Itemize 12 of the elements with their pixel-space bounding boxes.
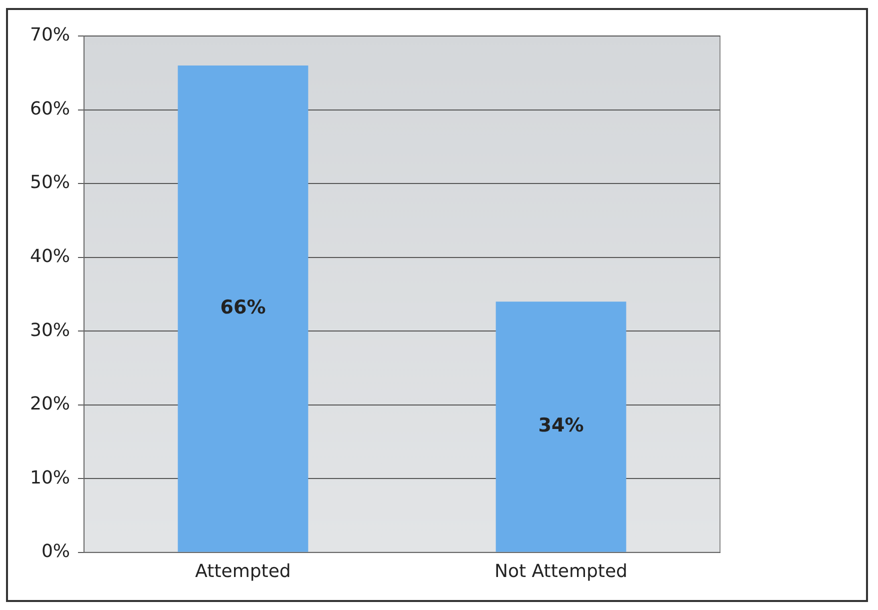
y-tick-label: 60% — [30, 98, 70, 120]
data-label: 66% — [220, 296, 266, 319]
x-tick-label: Attempted — [195, 560, 291, 582]
y-tick-label: 10% — [30, 467, 70, 488]
y-tick-label: 20% — [30, 394, 70, 415]
data-label: 34% — [538, 414, 584, 437]
y-tick-label: 50% — [30, 172, 70, 194]
y-tick-label: 70% — [30, 24, 70, 46]
y-tick-label: 40% — [30, 246, 70, 267]
x-tick-label: Not Attempted — [494, 560, 628, 582]
y-tick-label: 30% — [30, 320, 70, 341]
y-tick-label: 0% — [41, 541, 70, 562]
